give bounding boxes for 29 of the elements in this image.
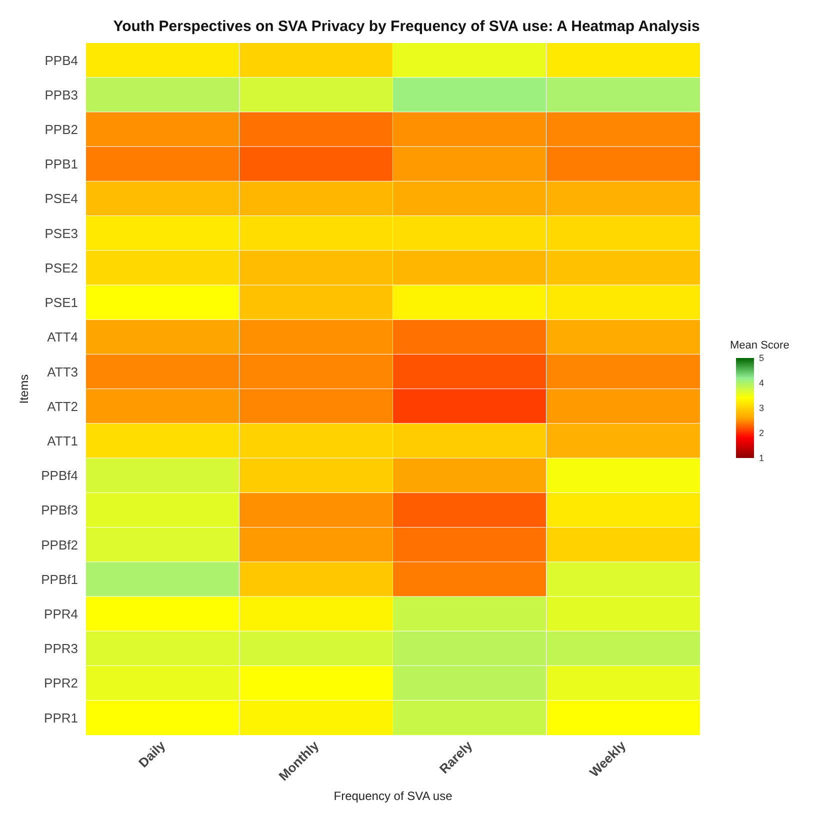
y-tick-label: PPR4 — [44, 606, 78, 622]
color-bar-label: 2 — [759, 428, 764, 438]
y-tick-label: PPB1 — [44, 156, 78, 172]
y-tick-label: PPBf4 — [41, 468, 78, 484]
color-bar-title: Mean Score — [730, 340, 790, 352]
y-tick-label: PSE2 — [44, 260, 78, 276]
color-bar-label: 5 — [759, 353, 764, 363]
y-tick-label: ATT2 — [47, 398, 78, 414]
y-tick-label: ATT4 — [47, 330, 78, 345]
y-tick-label: PPB2 — [44, 122, 78, 138]
y-tick-label: PPBf3 — [41, 502, 78, 518]
color-bar-label: 4 — [759, 378, 764, 388]
y-tick-label: PPB3 — [44, 87, 78, 102]
y-tick-label: PPB4 — [44, 52, 78, 68]
y-tick-label: PPR2 — [44, 676, 78, 691]
y-tick-label: PSE1 — [44, 295, 78, 310]
color-bar-label: 1 — [759, 453, 764, 463]
y-tick-label: PPR1 — [44, 710, 78, 726]
y-tick-label: ATT1 — [47, 433, 78, 448]
y-axis-title: Items — [17, 374, 32, 404]
y-tick-label: PSE4 — [44, 191, 78, 206]
color-bar-label: 3 — [759, 403, 764, 413]
y-tick-label: ATT3 — [47, 364, 78, 380]
chart-title: Youth Perspectives on SVA Privacy by Frequency of SVA use: A Heatmap Analysis — [113, 18, 700, 35]
y-tick-label: PSE3 — [44, 226, 78, 241]
y-tick-label: PPR3 — [44, 641, 78, 656]
y-tick-label: PPBf2 — [41, 537, 78, 552]
y-tick-label: PPBf1 — [41, 572, 78, 587]
x-axis-title: Frequency of SVA use — [334, 789, 453, 803]
